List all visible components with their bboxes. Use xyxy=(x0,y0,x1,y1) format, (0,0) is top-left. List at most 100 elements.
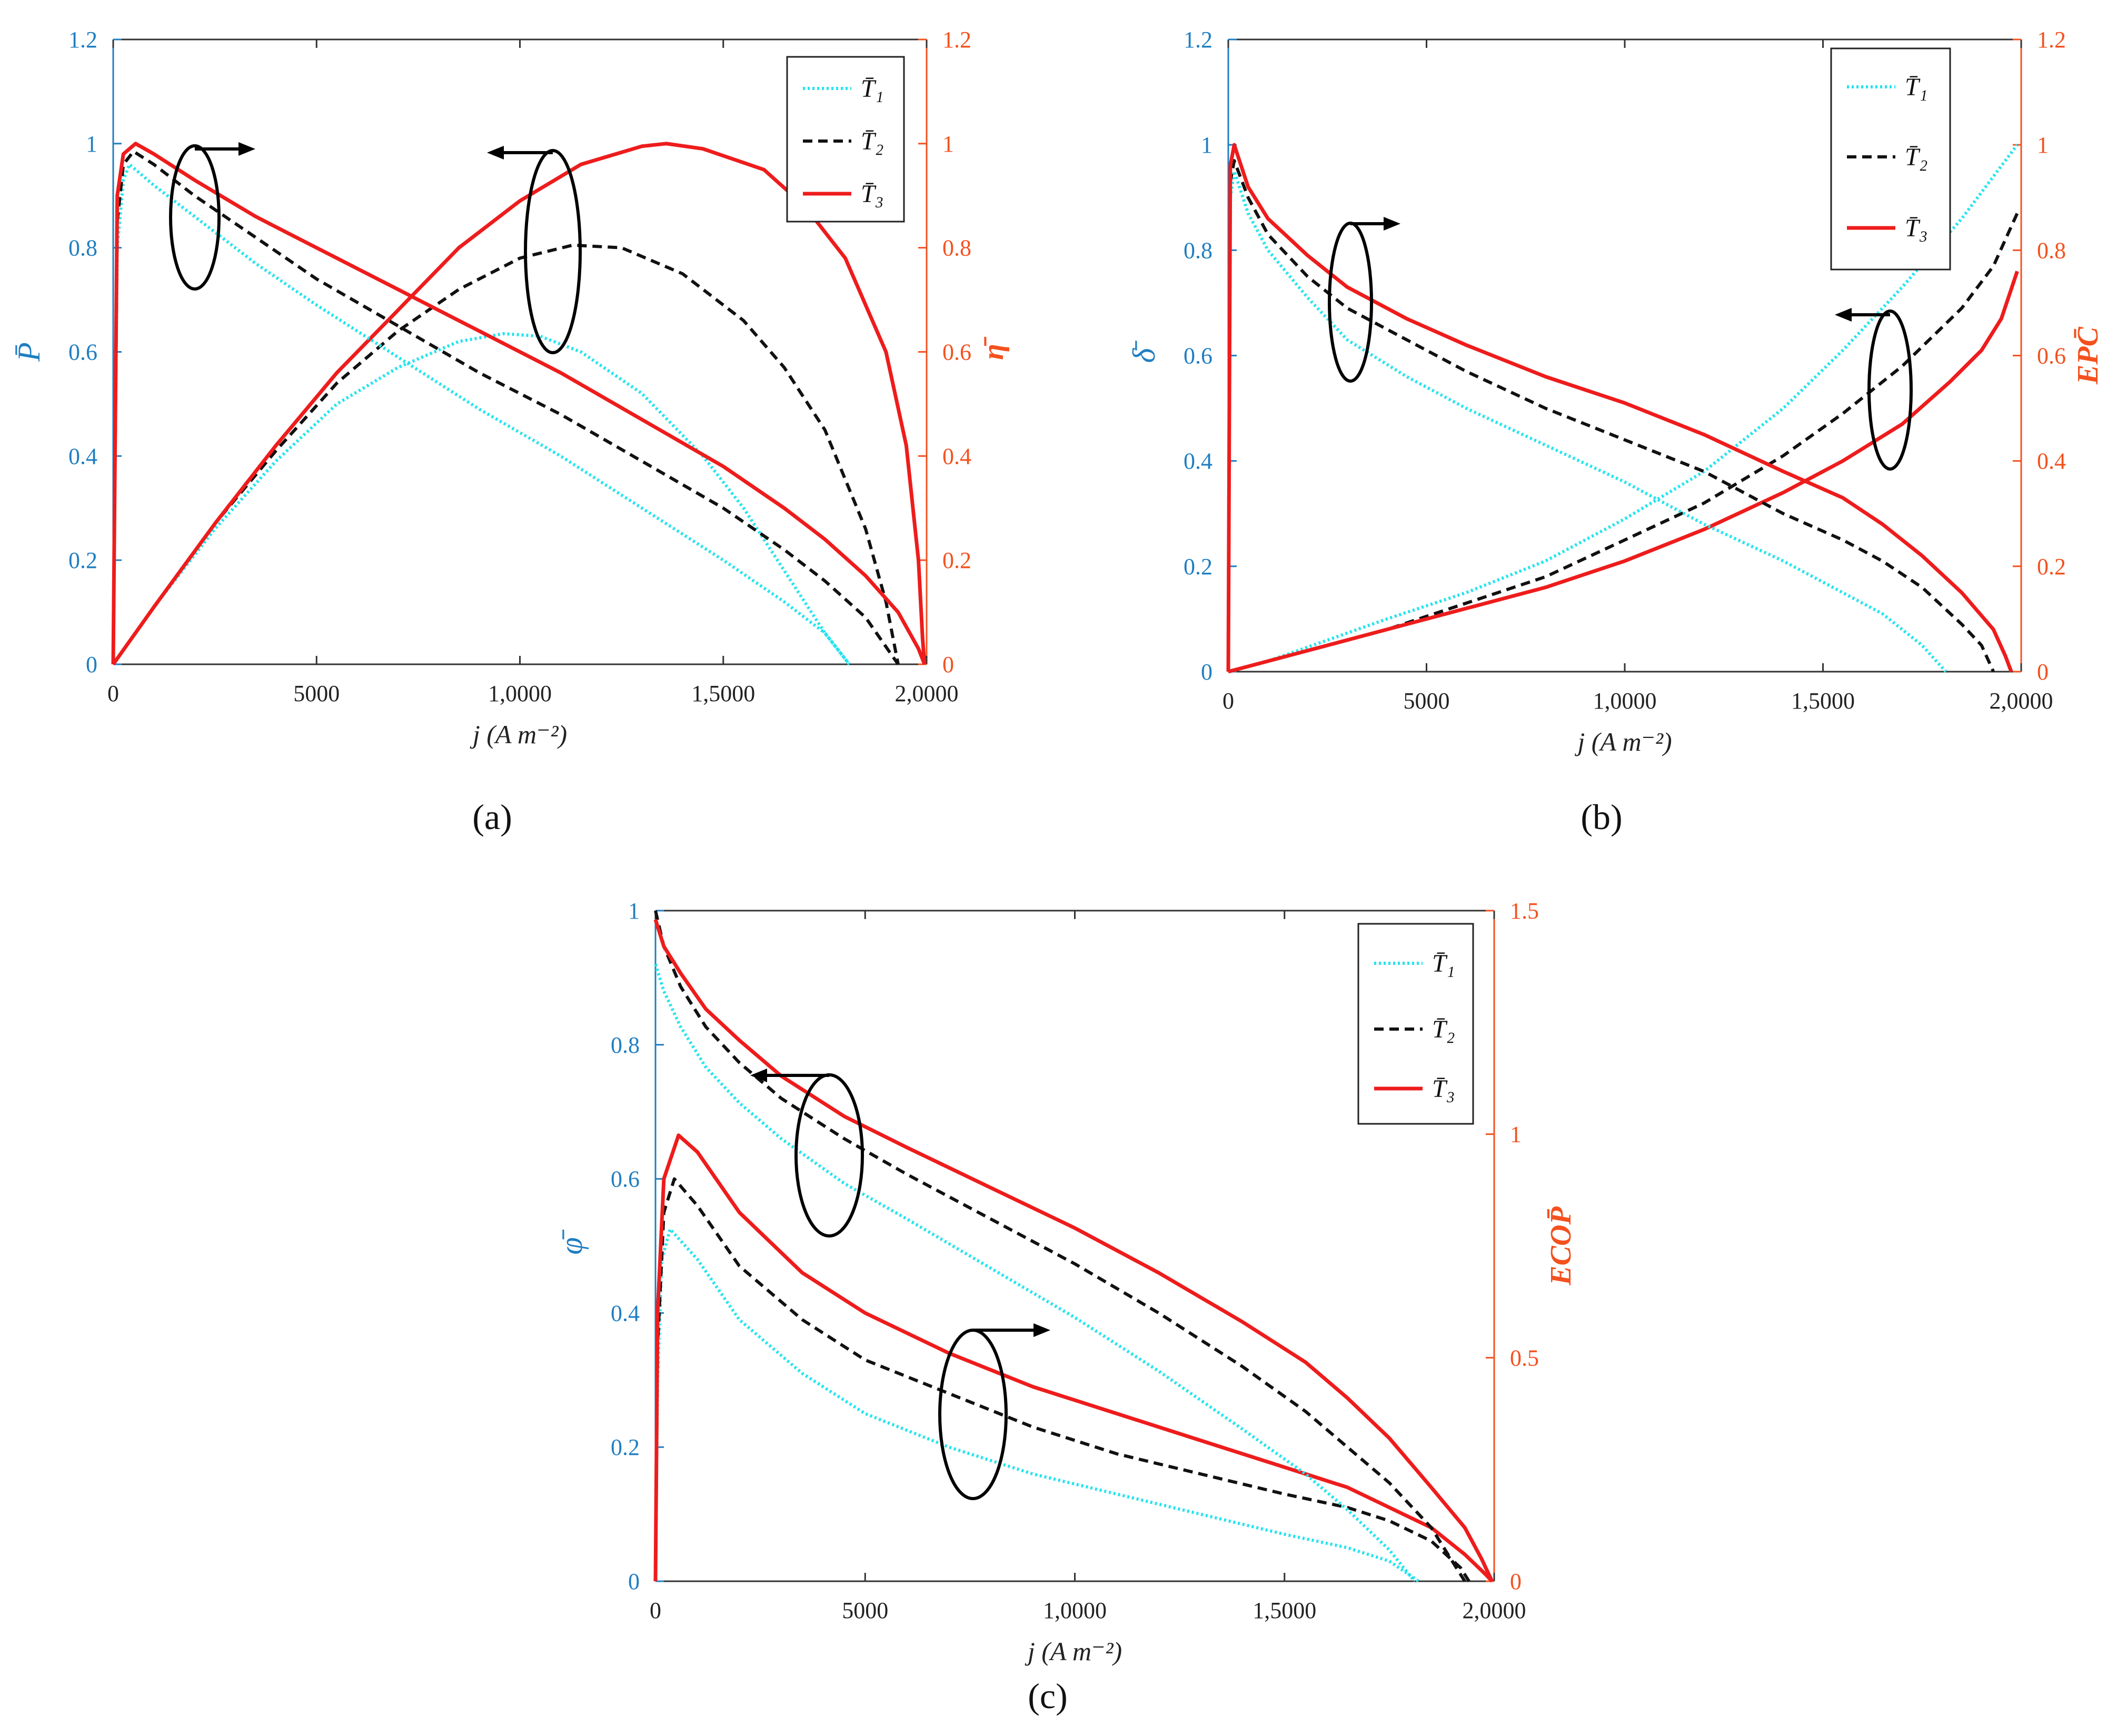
left-y-tick-label: 1.2 xyxy=(68,27,97,53)
right-y-tick-label: 0.8 xyxy=(2037,237,2066,263)
series-line-T1-right xyxy=(112,163,851,665)
series-line-T2-left xyxy=(1228,213,2019,673)
right-y-tick-label: 0.4 xyxy=(942,443,971,469)
right-y-tick-label: 0.2 xyxy=(942,547,971,573)
right-y-tick-label: 1 xyxy=(942,131,954,157)
legend-label-T3: T̄₃ xyxy=(1905,214,1927,242)
x-axis-label: j (A m⁻²) xyxy=(470,720,567,749)
series-line-T2-right xyxy=(112,149,900,665)
right-y-axis-label: η̄ xyxy=(977,336,1010,360)
legend-box xyxy=(1357,923,1474,1125)
series-line-T2-right xyxy=(654,910,1466,1582)
series-line-T3-left xyxy=(1228,271,2019,674)
legend-label-T3: T̄₃ xyxy=(1432,1075,1455,1103)
left-y-tick-label: 0.2 xyxy=(68,547,97,573)
series-line-T1-left xyxy=(112,332,851,665)
legend-label-T1: T̄₁ xyxy=(1432,950,1455,977)
x-axis-label: j (A m⁻²) xyxy=(1025,1637,1122,1666)
x-axis-label: j (A m⁻²) xyxy=(1574,727,1672,756)
series-line-T2-left xyxy=(112,243,900,665)
left-y-tick-label: 0.8 xyxy=(68,235,97,261)
annotation-ellipse xyxy=(938,1329,1008,1500)
x-tick-label: 2,0000 xyxy=(895,681,959,706)
right-y-tick-label: 0 xyxy=(2037,659,2049,685)
legend-label-T2: T̄₂ xyxy=(1905,143,1927,171)
chart-panel-3: 0 5000 1,0000 1,5000 2,0000 0 0.2 0.4 0.6 0.8 1 0 0.… xyxy=(554,898,1577,1716)
legend-box xyxy=(786,56,905,223)
series-line-T1-left xyxy=(1228,144,2019,673)
legend-label-T3: T̄₃ xyxy=(861,180,883,208)
left-y-tick-label: 0.2 xyxy=(1184,554,1212,580)
panel-label: (b) xyxy=(1581,797,1622,837)
right-y-tick-label: 0.2 xyxy=(2037,554,2066,580)
x-tick-label: 1,0000 xyxy=(1043,1598,1107,1623)
x-tick-label: 5000 xyxy=(293,681,340,706)
chart-panel-1: 0 5000 1,0000 1,5000 2,0000 0 0.2 0.4 0.6 0.8 1 1.2… xyxy=(12,27,1010,837)
panel-label: (a) xyxy=(472,797,512,837)
x-tick-label: 2,0000 xyxy=(1990,688,2053,714)
annotation-arrow-head-right xyxy=(1033,1323,1050,1337)
legend-label-T1: T̄₁ xyxy=(1905,73,1927,101)
right-y-tick-label: 0.6 xyxy=(2037,343,2066,369)
left-y-tick-label: 0.4 xyxy=(611,1300,640,1326)
left-y-axis-label: P̄ xyxy=(12,342,46,362)
right-y-tick-label: 0 xyxy=(1510,1569,1522,1594)
series-line-T1-right xyxy=(654,964,1416,1582)
series-line-T3-right xyxy=(653,919,1494,1582)
left-y-axis-label: δ̄ xyxy=(1127,341,1161,363)
left-y-tick-label: 0.4 xyxy=(1184,448,1212,474)
left-y-tick-label: 0.8 xyxy=(1184,237,1212,263)
left-y-tick-label: 0.4 xyxy=(68,443,97,469)
series-line-T1-left xyxy=(654,1228,1420,1583)
x-tick-label: 0 xyxy=(650,1598,661,1623)
annotation-ellipse xyxy=(524,149,582,354)
legend: T̄₁ T̄₂ T̄₃ xyxy=(1830,47,1951,271)
right-y-tick-label: 0 xyxy=(942,652,954,677)
annotation-ellipse xyxy=(1328,222,1373,383)
x-tick-label: 5000 xyxy=(842,1598,888,1623)
annotation-ellipse xyxy=(794,1073,864,1238)
legend-label-T2: T̄₂ xyxy=(861,127,883,155)
annotation-arrow-head-left xyxy=(1835,308,1852,322)
series-line-T3-right xyxy=(111,142,927,665)
annotation-arrow-head-left xyxy=(750,1069,767,1082)
series-line-T3-left xyxy=(112,142,927,666)
right-y-tick-label: 1.2 xyxy=(942,27,971,53)
panel-label: (c) xyxy=(1028,1676,1067,1716)
legend-label-T1: T̄₁ xyxy=(861,75,883,103)
left-y-tick-label: 0.6 xyxy=(68,340,97,365)
left-y-tick-label: 0.6 xyxy=(1184,343,1212,369)
left-y-tick-label: 1.2 xyxy=(1184,27,1212,53)
x-tick-label: 1,5000 xyxy=(1791,688,1855,714)
legend-label-T2: T̄₂ xyxy=(1432,1015,1455,1043)
right-y-tick-label: 1 xyxy=(2037,132,2049,158)
annotation-ellipse xyxy=(1867,310,1913,471)
legend: T̄₁ T̄₂ T̄₃ xyxy=(1357,923,1474,1125)
annotation-arrow-head-right xyxy=(238,142,255,156)
series-line-T1-right xyxy=(1227,169,1947,673)
left-y-tick-label: 1 xyxy=(1201,132,1212,158)
x-tick-label: 0 xyxy=(1223,688,1234,714)
x-tick-label: 1,5000 xyxy=(1253,1598,1316,1623)
left-y-tick-label: 0 xyxy=(628,1569,640,1594)
legend-box xyxy=(1830,47,1951,271)
right-y-axis-label: EPC̄ xyxy=(2072,326,2104,385)
left-y-tick-label: 0 xyxy=(1201,659,1212,685)
annotation-ellipse xyxy=(169,144,221,291)
annotation-arrow-head-left xyxy=(487,146,504,159)
left-y-tick-label: 0.2 xyxy=(611,1434,640,1460)
left-y-tick-label: 0 xyxy=(86,652,97,677)
left-y-tick-label: 1 xyxy=(86,131,97,157)
x-tick-label: 1,0000 xyxy=(1593,688,1657,714)
left-y-axis-label: φ̄ xyxy=(554,1229,589,1254)
series-line-T3-right xyxy=(1226,143,2013,673)
right-y-axis-label: ECOP̄ xyxy=(1545,1206,1577,1286)
series-line-T2-left xyxy=(654,1177,1470,1582)
x-tick-label: 2,0000 xyxy=(1463,1598,1526,1623)
left-y-tick-label: 0.8 xyxy=(611,1032,640,1058)
right-y-tick-label: 0.8 xyxy=(942,235,971,261)
chart-panel-2: 0 5000 1,0000 1,5000 2,0000 0 0.2 0.4 0.6 0.8 1 1.2… xyxy=(1127,27,2104,837)
right-y-tick-label: 0.4 xyxy=(2037,448,2066,474)
legend: T̄₁ T̄₂ T̄₃ xyxy=(786,56,905,223)
